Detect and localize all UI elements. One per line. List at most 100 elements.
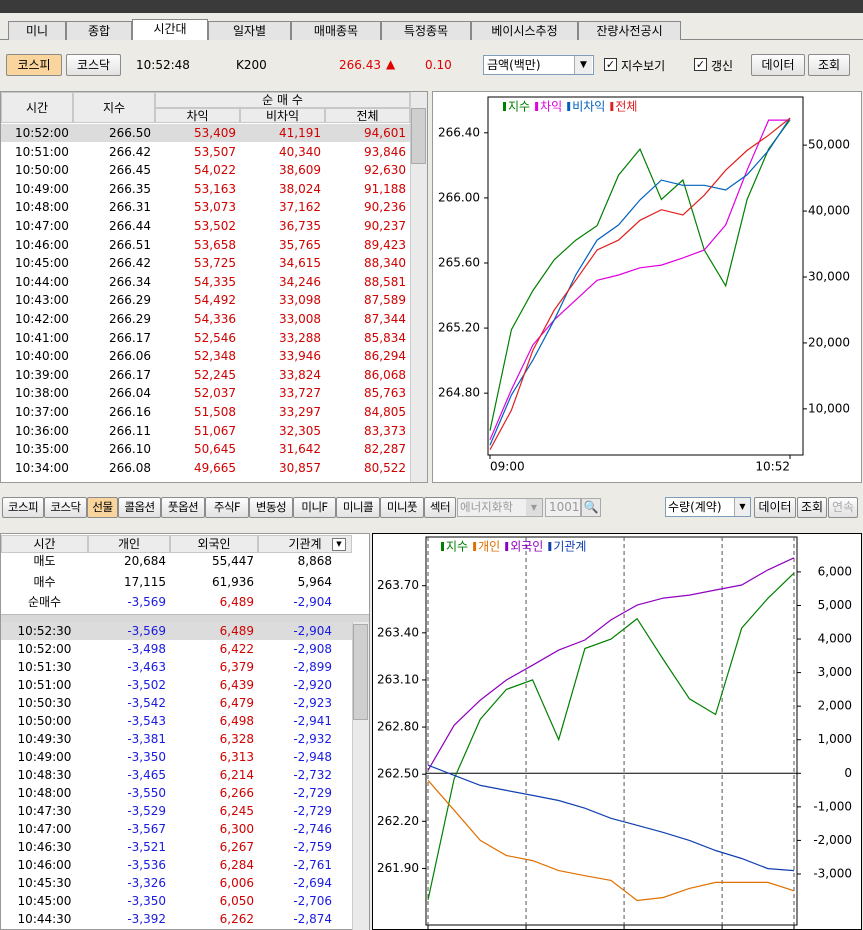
- cell: -3,536: [127, 858, 166, 872]
- cell: 10:45:30: [17, 876, 72, 890]
- tab[interactable]: 매매종목: [291, 21, 381, 40]
- cell: 10:45:00: [17, 894, 72, 908]
- cell: 53,502: [194, 219, 236, 233]
- market-button[interactable]: 선물: [87, 497, 118, 518]
- table2-panel: [0, 533, 370, 930]
- cell: 84,805: [364, 405, 406, 419]
- search-icon[interactable]: 🔍: [581, 498, 601, 517]
- cell: 266.44: [109, 219, 151, 233]
- cell: 52,546: [194, 330, 236, 345]
- check-label: 지수보기: [621, 59, 666, 73]
- sector-dropdown[interactable]: 에너지화학 ▼: [457, 498, 543, 517]
- cell: 10:48:00: [15, 200, 69, 215]
- cell: 53,507: [194, 144, 236, 159]
- button[interactable]: 조회: [808, 54, 850, 76]
- cell: 10:47:00: [17, 822, 72, 836]
- cell: 6,489: [219, 595, 254, 609]
- cell: -3,381: [127, 732, 166, 746]
- dropdown-arrow[interactable]: ▼: [734, 498, 750, 516]
- unit-dropdown[interactable]: 금액(백만) ▼: [483, 55, 594, 75]
- cell: 5,964: [297, 574, 332, 589]
- market-button[interactable]: 미니F: [293, 497, 336, 518]
- cell: 10:52:30: [17, 624, 72, 638]
- cell: 53,409: [194, 126, 236, 140]
- scroll-thumb: [353, 624, 368, 720]
- market-button[interactable]: 코스닥: [66, 54, 121, 76]
- market-button[interactable]: 풋옵션: [161, 497, 205, 518]
- tab[interactable]: 종합: [66, 21, 132, 40]
- market-button[interactable]: 주식F: [205, 497, 249, 518]
- cell: 33,008: [279, 312, 321, 326]
- cell: -2,732: [293, 768, 332, 782]
- cell: 10:51:00: [17, 678, 72, 692]
- cell: 6,489: [219, 624, 254, 638]
- button[interactable]: 데이터: [751, 54, 805, 76]
- cell: 36,735: [279, 219, 321, 233]
- cell: 52,037: [194, 386, 236, 401]
- col-header: 기관계: [258, 535, 352, 553]
- tab[interactable]: 잔량사전공시: [578, 21, 681, 40]
- header-dropdown[interactable]: ▼: [332, 538, 346, 551]
- cell: 83,373: [364, 423, 406, 438]
- table1-panel: [0, 91, 428, 483]
- cell: -3,498: [127, 642, 166, 656]
- cell: 6,214: [219, 768, 254, 782]
- cell: 266.17: [109, 367, 151, 382]
- cell: 6,439: [219, 678, 254, 692]
- cell: 6,245: [219, 804, 254, 818]
- cell: -2,904: [293, 595, 332, 609]
- cell: 32,305: [279, 423, 321, 438]
- cell: -2,729: [293, 786, 332, 800]
- tab[interactable]: 시간대: [132, 19, 208, 40]
- dropdown-arrow[interactable]: ▼: [574, 56, 592, 74]
- cell: 10:51:30: [17, 660, 72, 674]
- cell: -2,759: [293, 840, 332, 854]
- market-button[interactable]: 섹터: [424, 497, 456, 518]
- cell: 92,630: [364, 163, 406, 178]
- market-button[interactable]: 코스피: [2, 497, 44, 518]
- cell: 55,447: [212, 554, 254, 568]
- market-button[interactable]: 변동성: [249, 497, 293, 518]
- button[interactable]: 조회: [797, 497, 827, 518]
- cell: 53,163: [194, 181, 236, 196]
- cell: 53,658: [194, 237, 236, 252]
- cell: 34,615: [279, 256, 321, 271]
- market-button[interactable]: 콜옵션: [118, 497, 161, 518]
- cell: 54,492: [194, 293, 236, 308]
- col-header: 비차익: [240, 108, 325, 123]
- cell: 90,236: [364, 200, 406, 215]
- cell: 6,006: [219, 876, 254, 890]
- col-header: 전체: [325, 108, 410, 123]
- unit-dropdown[interactable]: 수량(계약) ▼: [665, 497, 751, 517]
- cell: 80,522: [364, 460, 406, 475]
- market-button[interactable]: 미니풋: [380, 497, 424, 518]
- cell: 266.34: [109, 274, 151, 289]
- check-label: 갱신: [711, 59, 734, 73]
- market-button[interactable]: 미니콜: [336, 497, 380, 518]
- market-button[interactable]: 코스닥: [44, 497, 87, 518]
- tab[interactable]: 베이시스추정: [471, 21, 578, 40]
- cell: 순매수: [27, 595, 62, 609]
- cell: 10:49:00: [17, 750, 72, 764]
- cell: 6,328: [219, 732, 254, 746]
- code-input[interactable]: 1001: [545, 498, 581, 517]
- checkbox[interactable]: ✓: [604, 58, 617, 71]
- cell: 89,423: [364, 237, 406, 252]
- tab[interactable]: 미니: [8, 21, 66, 40]
- tab[interactable]: 일자별: [208, 21, 291, 40]
- cell: 38,024: [279, 181, 321, 196]
- dropdown-arrow[interactable]: ▼: [526, 499, 542, 516]
- cell: 8,868: [297, 554, 332, 568]
- button[interactable]: 데이터: [754, 497, 796, 518]
- cell: 82,287: [364, 442, 406, 457]
- market-button[interactable]: 코스피: [6, 54, 62, 76]
- cell: 34,246: [279, 274, 321, 289]
- tab[interactable]: 특정종목: [381, 21, 471, 40]
- cell: -2,908: [293, 642, 332, 656]
- cell: 53,073: [194, 200, 236, 215]
- cell: 10:40:00: [15, 349, 69, 364]
- row-highlight: [1, 622, 352, 640]
- cell: 10:47:00: [15, 219, 69, 233]
- checkbox[interactable]: ✓: [694, 58, 707, 71]
- cell: 266.29: [109, 293, 151, 308]
